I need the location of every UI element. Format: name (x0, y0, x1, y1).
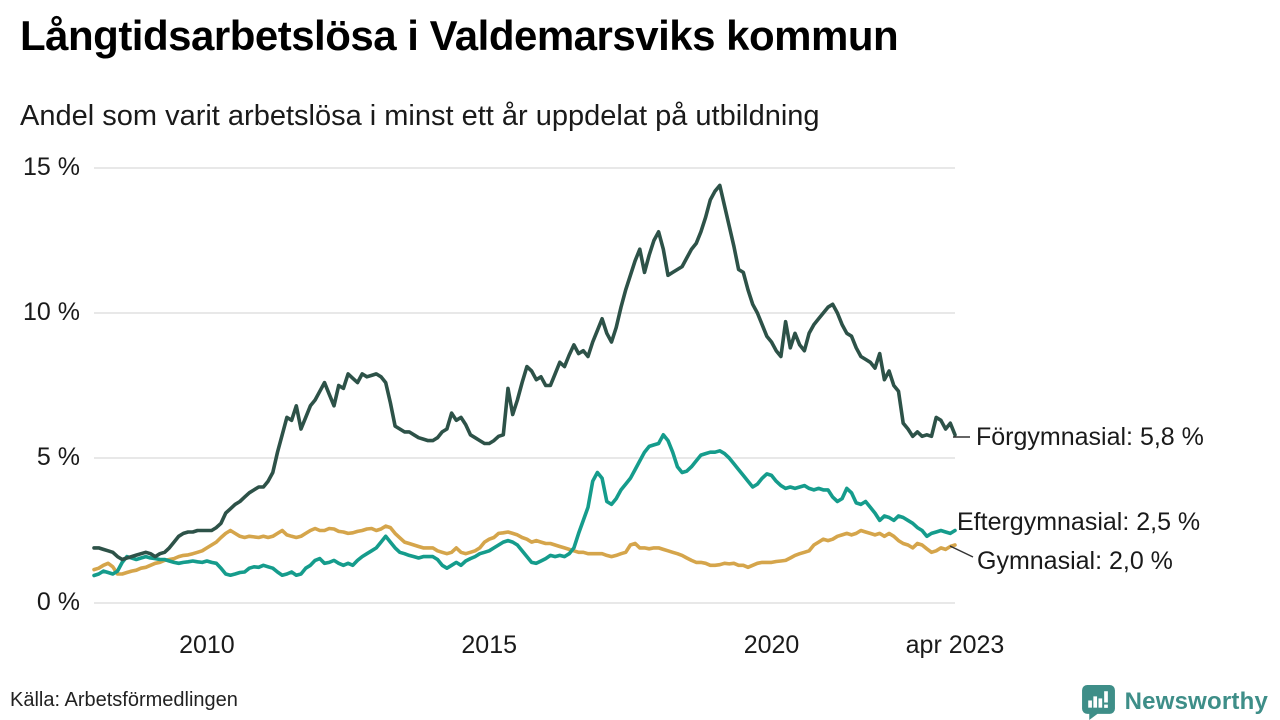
x-axis-tick: 2010 (179, 631, 235, 659)
x-axis-tick: 2015 (461, 631, 518, 659)
series-label-forgymnasial: Förgymnasial: 5,8 % (976, 423, 1204, 451)
bar-tall (1092, 696, 1097, 708)
page-title: Långtidsarbetslösa i Valdemarsviks kommu… (20, 12, 899, 59)
newsworthy-logo-text: Newsworthy (1124, 687, 1268, 715)
bar-small (1087, 700, 1092, 708)
y-axis-tick: 0 % (36, 588, 80, 616)
x-axis-tick: apr 2023 (905, 631, 1005, 659)
exclamation-dot (1103, 704, 1108, 708)
page-subtitle: Andel som varit arbetslösa i minst ett å… (20, 100, 820, 132)
bar-medium (1098, 698, 1102, 708)
series-line-eftergymnasial (92, 432, 957, 578)
exclamation-line (1103, 691, 1108, 703)
chart-series (92, 183, 957, 578)
newsworthy-logo: Newsworthy (1080, 683, 1268, 720)
series-label-gymnasial: Gymnasial: 2,0 % (977, 547, 1173, 575)
source-note: Källa: Arbetsförmedlingen (10, 689, 238, 711)
label-connectors (949, 436, 974, 558)
connector-gymnasial (949, 545, 974, 558)
gridlines (94, 167, 955, 604)
series-label-eftergymnasial: Eftergymnasial: 2,5 % (957, 508, 1201, 536)
x-axis-tick: 2020 (743, 631, 800, 659)
y-axis-tick: 15 % (23, 153, 80, 181)
newsworthy-logo-icon (1081, 685, 1115, 720)
y-axis-tick: 5 % (36, 443, 80, 471)
y-axis-tick: 10 % (23, 298, 80, 326)
series-line-förgymnasial (92, 183, 957, 562)
series-line-gymnasial (92, 524, 957, 576)
